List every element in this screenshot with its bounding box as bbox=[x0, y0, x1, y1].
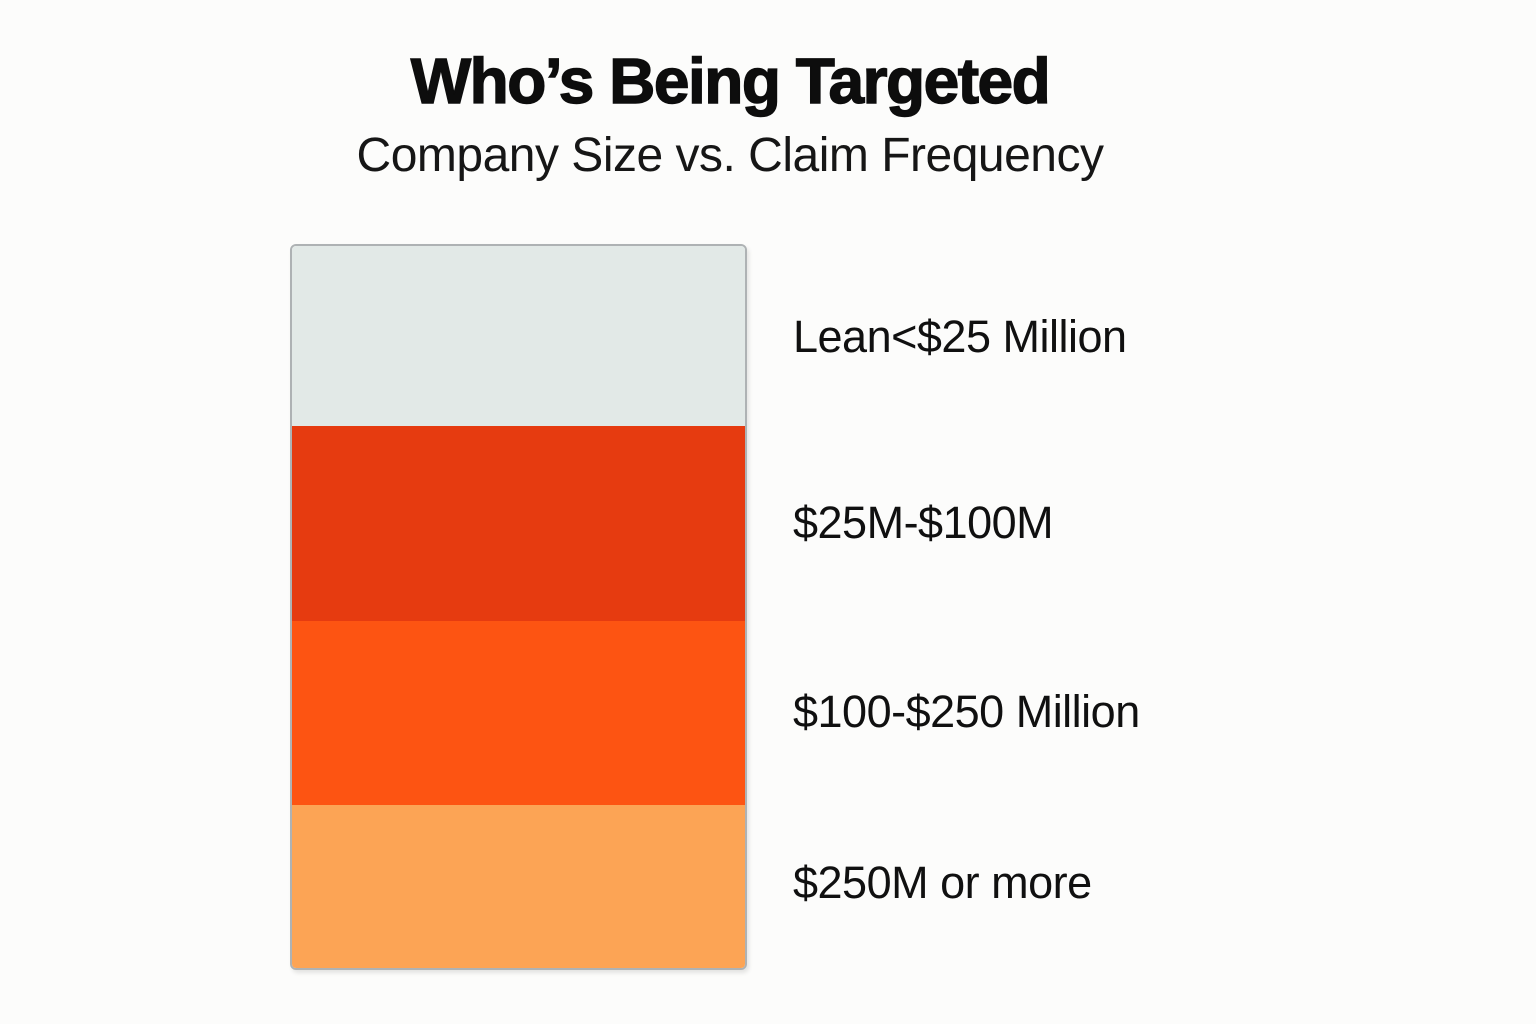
segment-label-250m-or-more: $250M or more bbox=[793, 857, 1092, 908]
bar-segment-250m-or-more bbox=[292, 804, 745, 968]
bar-segment-lean-under-25-million bbox=[292, 246, 745, 426]
bar-segment-100-250-million bbox=[292, 621, 745, 805]
chart-subtitle: Company Size vs. Claim Frequency bbox=[356, 129, 1104, 183]
segment-label-25m-100m: $25M-$100M bbox=[793, 497, 1054, 548]
chart-header: Who’s Being Targeted Company Size vs. Cl… bbox=[0, 45, 1460, 183]
stacked-bar-column bbox=[290, 244, 747, 970]
segment-label-lean-under-25-million: Lean<$25 Million bbox=[793, 311, 1127, 362]
segment-label-100-250-million: $100-$250 Million bbox=[793, 686, 1140, 737]
bar-segment-25m-100m bbox=[292, 425, 745, 622]
chart-title: Who’s Being Targeted bbox=[410, 45, 1051, 117]
